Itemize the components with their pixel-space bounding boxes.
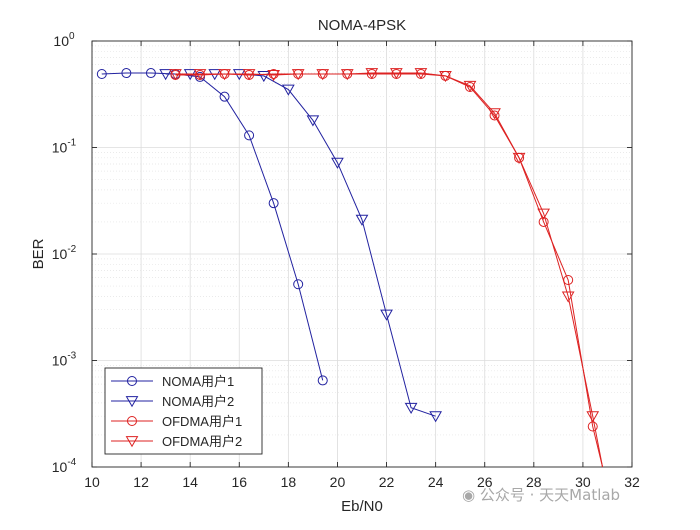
- legend-item: OFDMA用户2: [111, 434, 242, 449]
- y-tick-label: 10-3: [52, 351, 77, 369]
- x-tick-label: 16: [231, 474, 247, 490]
- legend-box: [104, 367, 263, 455]
- x-tick-label: 14: [182, 474, 198, 490]
- data-point: [291, 69, 305, 81]
- x-tick-label: 20: [330, 474, 346, 490]
- series-line: [101, 72, 324, 381]
- data-point: [586, 411, 600, 423]
- data-point: [219, 91, 230, 102]
- y-tick-label: 100: [53, 31, 75, 49]
- data-point: [268, 68, 279, 79]
- series-line: [175, 73, 604, 468]
- data-point: [193, 69, 207, 81]
- wechat-icon: ◉: [462, 486, 476, 504]
- watermark-label: ◉ 公众号 · 天天Matlab: [462, 484, 620, 505]
- watermark-text: 公众号 · 天天Matlab: [479, 486, 621, 504]
- data-point: [463, 80, 477, 92]
- y-tick-exponent: -2: [67, 244, 76, 255]
- data-point: [512, 152, 526, 165]
- data-point: [267, 70, 280, 82]
- y-tick-base: 10: [52, 246, 68, 262]
- data-point: [293, 279, 304, 290]
- grid: [91, 41, 633, 468]
- data-point: [242, 69, 256, 81]
- data-point: [244, 130, 255, 141]
- legend-marker: [127, 416, 137, 426]
- x-axis: 10 12 14 16 18 20 22 24 26 28 30 32: [84, 41, 640, 490]
- data-point: [561, 291, 575, 303]
- data-point: [429, 411, 442, 423]
- y-tick-label: 10-1: [52, 138, 77, 156]
- data-point: [331, 157, 344, 169]
- data-point: [537, 208, 550, 220]
- chart-title: NOMA-4PSK: [318, 17, 406, 34]
- data-point: [414, 68, 428, 80]
- data-point: [121, 68, 132, 79]
- y-tick-base: 10: [52, 459, 68, 475]
- series-4: [169, 68, 604, 468]
- data-point: [380, 309, 393, 321]
- y-tick-label: 10-4: [52, 457, 77, 475]
- y-tick-exponent: -3: [67, 351, 76, 362]
- y-tick-label: 10-2: [52, 244, 77, 262]
- legend-item: NOMA用户1: [111, 374, 234, 389]
- data-point: [316, 69, 330, 81]
- x-axis-label: Eb/N0: [341, 498, 383, 515]
- x-tick-label: 12: [133, 474, 149, 490]
- legend-item: NOMA用户2: [111, 394, 234, 409]
- y-tick-exponent: 0: [69, 31, 75, 42]
- legend-item: OFDMA用户1: [111, 414, 242, 429]
- legend-marker: [127, 376, 137, 386]
- data-point: [96, 68, 107, 79]
- data-point: [317, 375, 328, 386]
- x-tick-label: 10: [84, 474, 100, 490]
- x-tick-label: 26: [477, 474, 493, 490]
- data-point: [488, 108, 501, 120]
- series-line: [175, 72, 604, 468]
- x-tick-label: 24: [428, 474, 444, 490]
- data-point: [282, 84, 295, 96]
- data-point: [169, 69, 182, 81]
- data-point: [439, 71, 452, 83]
- data-point: [145, 68, 156, 79]
- legend-marker: [125, 396, 139, 408]
- x-tick-label: 30: [575, 474, 591, 490]
- legend-label: OFDMA用户1: [162, 414, 242, 429]
- x-tick-label: 32: [624, 474, 640, 490]
- legend-marker: [125, 436, 139, 448]
- data-point: [159, 69, 172, 81]
- data-point: [340, 69, 354, 81]
- data-point: [404, 402, 418, 414]
- y-tick-exponent: -1: [67, 138, 76, 149]
- data-point: [218, 69, 231, 81]
- x-tick-label: 28: [526, 474, 542, 490]
- y-tick-exponent: -4: [67, 457, 76, 468]
- data-point: [365, 68, 379, 80]
- y-axis-label: BER: [30, 238, 47, 269]
- data-point: [538, 216, 549, 227]
- data-point: [306, 115, 320, 127]
- data-point: [268, 198, 279, 209]
- y-tick-base: 10: [52, 140, 68, 156]
- legend: NOMA用户1 NOMA用户2 OFDMA用户1 OFDMA用户2: [104, 367, 263, 455]
- legend-label: NOMA用户2: [162, 394, 234, 409]
- y-tick-base: 10: [52, 353, 68, 369]
- data-point: [489, 110, 500, 121]
- legend-label: NOMA用户1: [162, 374, 234, 389]
- data-point: [390, 68, 403, 80]
- y-tick-base: 10: [53, 33, 69, 49]
- x-tick-label: 18: [281, 474, 297, 490]
- legend-label: OFDMA用户2: [162, 434, 242, 449]
- data-point: [257, 71, 271, 83]
- x-tick-label: 22: [379, 474, 395, 490]
- data-point: [355, 214, 369, 226]
